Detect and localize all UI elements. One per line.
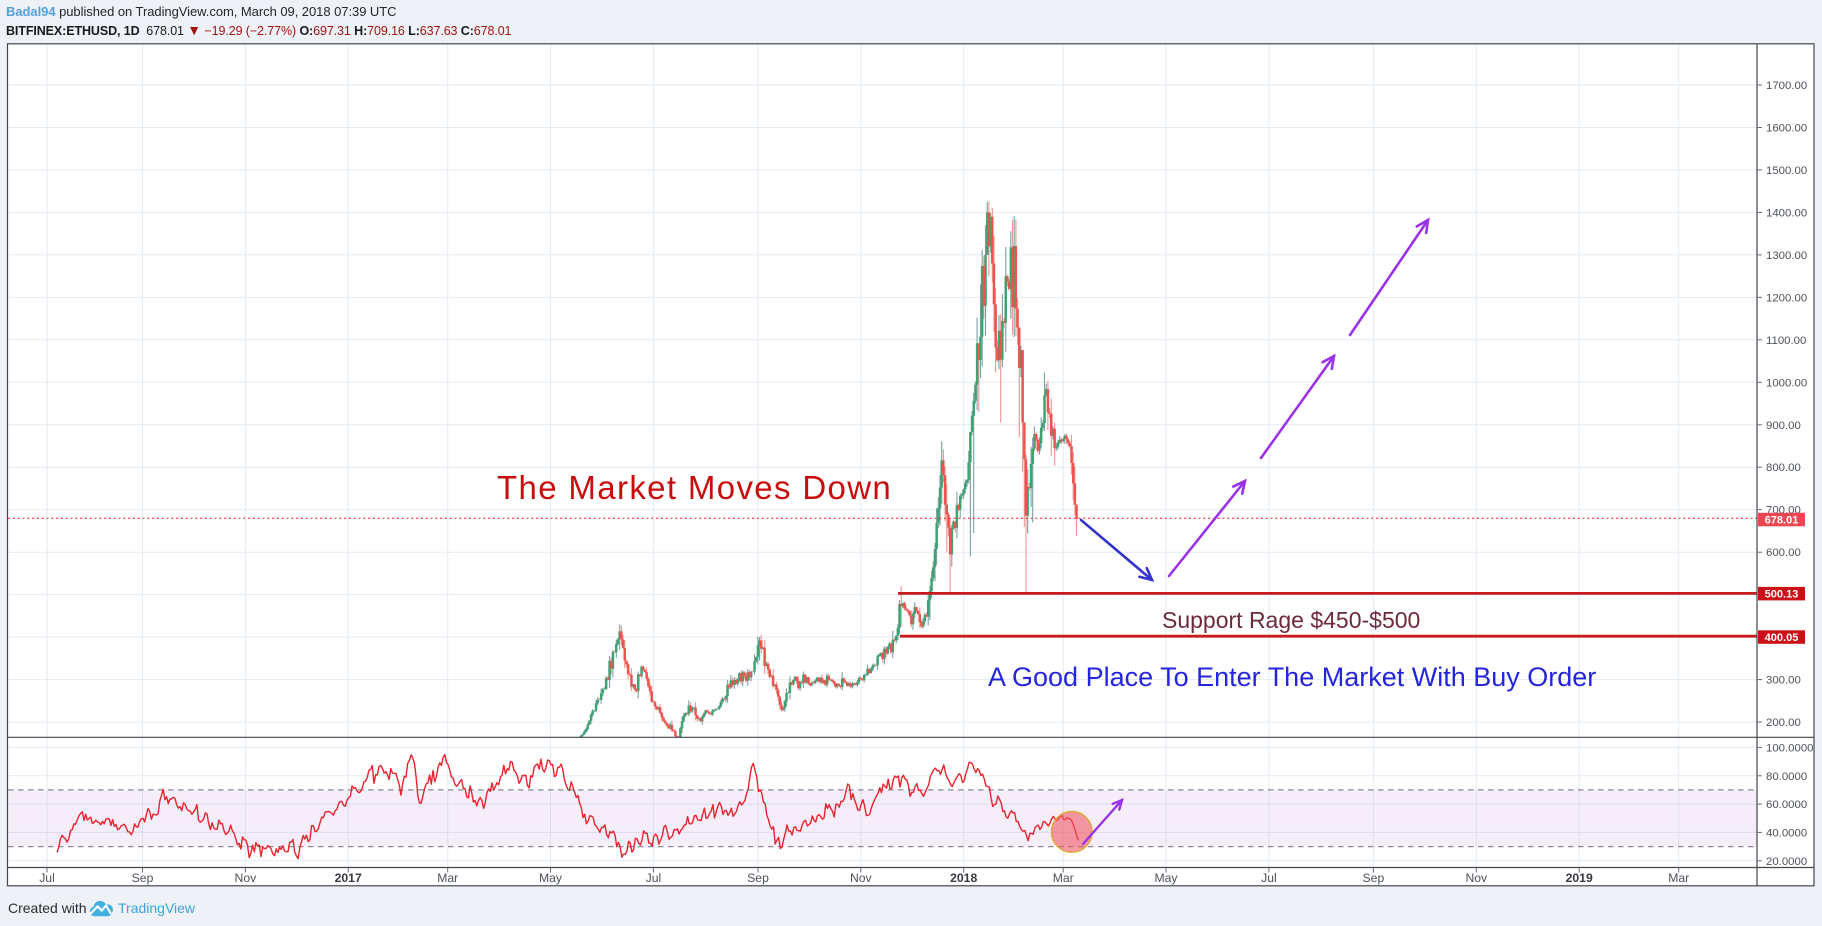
svg-text:800.00: 800.00	[1766, 462, 1801, 474]
svg-text:20.0000: 20.0000	[1766, 856, 1807, 868]
svg-text:1500.00: 1500.00	[1766, 165, 1807, 177]
svg-text:Nov: Nov	[235, 871, 258, 885]
svg-text:900.00: 900.00	[1766, 420, 1801, 432]
svg-text:500.13: 500.13	[1765, 588, 1799, 600]
svg-text:Mar: Mar	[1668, 871, 1689, 885]
svg-text:1600.00: 1600.00	[1766, 123, 1807, 135]
svg-text:1000.00: 1000.00	[1766, 377, 1807, 389]
svg-text:Mar: Mar	[1053, 871, 1074, 885]
svg-text:300.00: 300.00	[1766, 675, 1801, 687]
svg-text:Nov: Nov	[850, 871, 873, 885]
svg-text:Sep: Sep	[132, 871, 154, 885]
svg-text:80.0000: 80.0000	[1766, 771, 1807, 783]
svg-text:1700.00: 1700.00	[1766, 80, 1807, 92]
svg-text:1200.00: 1200.00	[1766, 292, 1807, 304]
svg-text:Jul: Jul	[646, 871, 662, 885]
svg-text:678.01: 678.01	[1765, 514, 1799, 526]
svg-text:May: May	[539, 871, 563, 885]
svg-text:40.0000: 40.0000	[1766, 827, 1807, 839]
svg-text:Jul: Jul	[1261, 871, 1277, 885]
svg-text:60.0000: 60.0000	[1766, 799, 1807, 811]
svg-text:200.00: 200.00	[1766, 717, 1801, 729]
svg-text:Nov: Nov	[1465, 871, 1488, 885]
svg-text:1300.00: 1300.00	[1766, 250, 1807, 262]
svg-text:Jul: Jul	[39, 871, 55, 885]
svg-text:May: May	[1154, 871, 1178, 885]
svg-text:600.00: 600.00	[1766, 547, 1801, 559]
svg-text:2018: 2018	[950, 871, 977, 885]
svg-text:100.0000: 100.0000	[1766, 742, 1814, 754]
svg-text:1400.00: 1400.00	[1766, 207, 1807, 219]
svg-text:Sep: Sep	[1363, 871, 1385, 885]
svg-text:Mar: Mar	[437, 871, 458, 885]
svg-text:2017: 2017	[335, 871, 362, 885]
svg-text:2019: 2019	[1566, 871, 1593, 885]
svg-text:400.05: 400.05	[1765, 632, 1799, 644]
svg-text:Sep: Sep	[747, 871, 769, 885]
svg-text:1100.00: 1100.00	[1766, 335, 1806, 347]
